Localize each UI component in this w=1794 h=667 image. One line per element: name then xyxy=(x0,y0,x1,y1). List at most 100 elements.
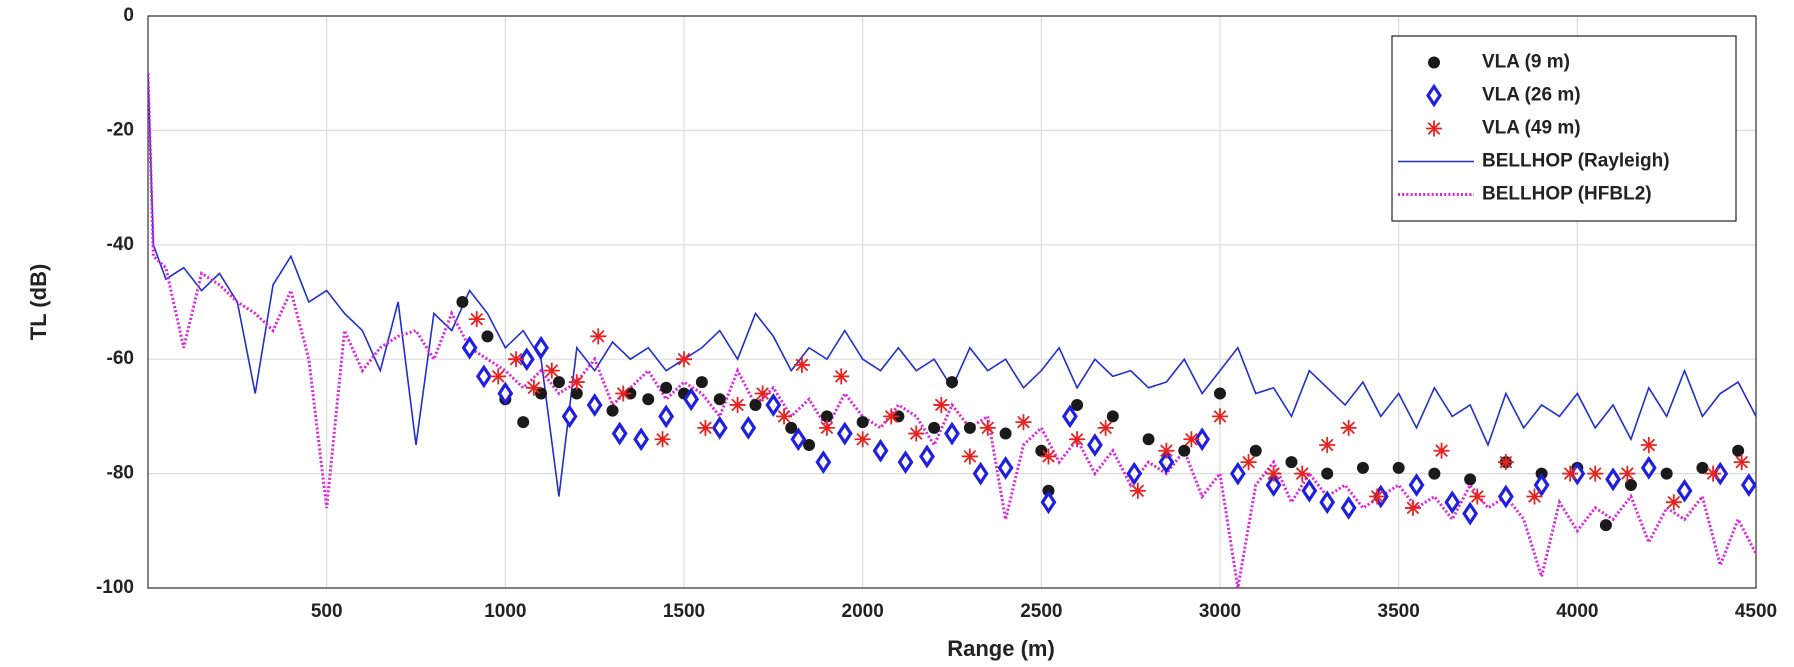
x-tick-label: 1000 xyxy=(484,601,526,622)
diamond-marker xyxy=(1426,83,1442,108)
asterisk-marker xyxy=(1212,408,1228,425)
dot-marker xyxy=(963,421,976,434)
diamond-marker xyxy=(836,421,853,446)
dot-marker xyxy=(1392,461,1405,474)
diamond-marker xyxy=(633,427,650,452)
diamond-marker xyxy=(533,335,549,360)
asterisk-marker xyxy=(1404,499,1421,516)
diamond-marker xyxy=(497,381,514,406)
x-tick-label: 4000 xyxy=(1556,601,1598,622)
dot-marker xyxy=(1660,467,1673,480)
dot-marker xyxy=(552,376,565,389)
asterisk-marker xyxy=(1733,454,1750,471)
asterisk-marker xyxy=(793,356,810,373)
asterisk-marker xyxy=(1319,437,1336,453)
x-axis-label: Range (m) xyxy=(947,636,1055,661)
diamond-marker xyxy=(872,438,889,463)
asterisk-marker xyxy=(490,368,507,385)
dot-marker xyxy=(803,439,816,451)
asterisk-marker xyxy=(590,328,607,345)
diamond-marker xyxy=(765,393,782,417)
dot-marker xyxy=(999,427,1012,440)
diamond-marker xyxy=(1229,461,1246,486)
diamond-marker xyxy=(683,387,700,412)
dot-marker xyxy=(1428,467,1441,480)
plot-area xyxy=(148,73,1756,588)
diamond-marker xyxy=(997,455,1014,480)
diamond-marker xyxy=(1158,450,1175,475)
asterisk-marker xyxy=(543,362,560,379)
dot-marker xyxy=(946,376,958,389)
dot-marker xyxy=(820,410,833,423)
dot-marker xyxy=(481,330,494,343)
asterisk-marker xyxy=(1265,465,1282,482)
x-tick-label: 500 xyxy=(311,601,343,622)
dot-marker xyxy=(1356,461,1369,474)
dot-marker xyxy=(1178,444,1191,457)
diamond-marker xyxy=(1605,467,1621,492)
asterisk-marker xyxy=(833,368,850,385)
dot-marker xyxy=(1464,473,1477,486)
line-series xyxy=(148,73,1756,497)
y-tick-label: -60 xyxy=(107,348,134,369)
asterisk-marker xyxy=(1433,442,1450,459)
dot-marker xyxy=(713,393,726,406)
diamond-marker xyxy=(1087,433,1103,457)
asterisk-marker xyxy=(525,379,542,396)
y-tick-label: -20 xyxy=(107,119,134,140)
asterisk-marker xyxy=(508,351,525,368)
diamond-marker xyxy=(815,450,832,475)
diamond-marker xyxy=(919,444,935,469)
asterisk-marker xyxy=(1705,465,1722,482)
dot-marker xyxy=(456,296,469,308)
dot-marker xyxy=(1035,444,1048,457)
diamond-marker xyxy=(897,450,914,475)
diamond-marker xyxy=(1265,473,1282,497)
dot-marker xyxy=(1142,433,1155,446)
x-tick-label: 4500 xyxy=(1735,601,1777,622)
dot-marker xyxy=(1321,467,1334,480)
asterisk-marker xyxy=(729,396,746,413)
dot-marker xyxy=(928,421,941,434)
dot-marker xyxy=(749,398,762,411)
dot-marker xyxy=(856,416,869,429)
dot-marker xyxy=(1285,456,1298,469)
diamond-marker xyxy=(1740,473,1756,497)
dot-marker xyxy=(517,416,530,429)
diamond-marker xyxy=(711,415,728,440)
dot-marker xyxy=(660,381,673,394)
asterisk-marker xyxy=(1469,488,1486,505)
plot-frame xyxy=(147,15,1757,589)
diamond-marker xyxy=(1340,496,1357,520)
legend-box xyxy=(1391,35,1737,222)
x-tick-label: 3000 xyxy=(1199,601,1241,622)
asterisk-marker xyxy=(676,351,692,368)
x-tick-label: 2000 xyxy=(842,601,884,622)
diamond-marker xyxy=(972,461,989,486)
asterisk-marker xyxy=(818,419,835,436)
y-axis-label: TL (dB) xyxy=(26,264,51,341)
asterisk-marker xyxy=(883,408,900,425)
asterisk-marker xyxy=(468,311,485,328)
diamond-marker xyxy=(1040,490,1057,515)
asterisk-marker xyxy=(654,431,671,448)
asterisk-marker xyxy=(1240,454,1257,471)
x-tick-label: 1500 xyxy=(663,601,705,622)
asterisk-marker xyxy=(908,425,925,442)
x-tick-label: 2500 xyxy=(1020,601,1062,622)
dot-marker xyxy=(1249,444,1262,457)
legend-label: VLA (49 m) xyxy=(1482,118,1581,139)
dot-marker xyxy=(1696,461,1709,474)
dot-marker xyxy=(1106,410,1119,423)
asterisk-marker xyxy=(979,419,996,436)
y-tick-label: -40 xyxy=(107,234,134,255)
diamond-marker xyxy=(658,404,675,429)
dot-marker xyxy=(785,421,798,434)
legend-label: VLA (26 m) xyxy=(1482,85,1581,106)
dot-marker xyxy=(695,376,708,389)
asterisk-marker xyxy=(697,419,714,436)
legend-label: BELLHOP (Rayleigh) xyxy=(1482,151,1670,172)
dot-marker xyxy=(1071,398,1084,411)
asterisk-marker xyxy=(1497,454,1514,471)
